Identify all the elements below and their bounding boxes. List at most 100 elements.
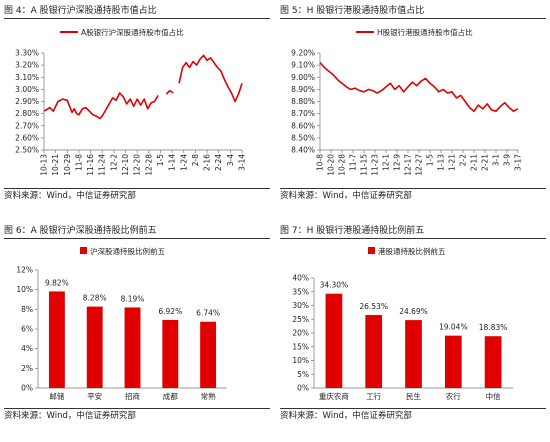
y-tick-label: 3.10% — [15, 73, 39, 82]
x-tick-label: 重庆农商 — [319, 391, 349, 401]
y-tick-label: 30% — [292, 301, 309, 310]
bar — [484, 336, 502, 388]
y-tick-label: 25% — [292, 315, 309, 324]
bar-value-label: 19.04% — [439, 323, 468, 332]
y-tick-label: 3.20% — [15, 61, 39, 70]
figure-5-source: 资料来源：Wind，中信证券研究部 — [280, 188, 546, 203]
y-tick-label: 8.50% — [291, 133, 315, 142]
x-tick-label: 2-11 — [470, 154, 479, 171]
x-tick-label: 11-23 — [371, 154, 380, 176]
legend-swatch — [368, 247, 375, 254]
figure-7-bar-chart: 港股通持股比例前五 40% 35% 30% 25% 20% 15% 10% 5% 0% 34.30%… — [292, 246, 513, 401]
bar-value-label: 34.30% — [320, 281, 349, 290]
x-tick-label: 3-17 — [514, 154, 523, 171]
figure-5-line-chart: H股银行港股通持股市值占比 9.20% 9.10% 9.00% 8.90% 8.80% 8.… — [291, 27, 523, 176]
x-tick-label: 12-10 — [121, 154, 130, 176]
figure-5-panel: 图 5：H 股银行港股通持股市值占比 H股银行港股通持股市值占比 9.20% 9.1… — [278, 2, 548, 222]
x-tick-label: 工行 — [366, 391, 381, 401]
x-tick-label: 招商 — [125, 391, 140, 401]
series-line — [165, 89, 174, 95]
bar — [86, 306, 103, 388]
figure-6-title: 图 6：A 股银行沪深股通持股比例前五 — [4, 224, 270, 239]
bar-value-label: 8.28% — [83, 294, 107, 303]
x-tick-label: 11-15 — [360, 154, 369, 176]
y-tick-label: 3.00% — [15, 85, 39, 94]
x-tick-label: 11-16 — [86, 154, 95, 176]
figure-4-title: 图 4：A 股银行沪深股通持股市值占比 — [4, 4, 270, 19]
figure-7-source: 资料来源：Wind，中信证券研究部 — [280, 408, 546, 423]
x-tick-label: 2-2 — [459, 154, 468, 166]
bar-value-label: 26.53% — [359, 302, 388, 311]
x-tick-label: 1-21 — [448, 154, 457, 171]
y-tick-label: 2.80% — [15, 109, 39, 118]
y-tick-label: 8.80% — [291, 97, 315, 106]
x-tick-label: 1-13 — [437, 154, 446, 171]
y-tick-label: 12% — [16, 266, 33, 275]
y-tick-label: 0% — [297, 384, 309, 393]
x-tick-label: 12-28 — [144, 154, 153, 176]
x-tick-label: 12-2 — [109, 154, 118, 171]
figure-5-title: 图 5：H 股银行港股通持股市值占比 — [280, 4, 546, 19]
y-tick-label: 8% — [21, 305, 33, 314]
x-tick-label: 2-24 — [214, 154, 223, 171]
x-tick-label: 邮储 — [49, 391, 64, 401]
bar — [162, 319, 179, 388]
x-tick-label: 11-7 — [349, 154, 358, 171]
x-tick-label: 1-5 — [426, 154, 435, 166]
x-tick-label: 12-20 — [133, 154, 142, 176]
x-tick-label: 12-1 — [382, 154, 391, 171]
x-tick-label: 10-21 — [51, 154, 60, 176]
x-tick-label: 3-1 — [492, 154, 501, 166]
x-tick-label: 2-8 — [191, 154, 200, 166]
y-tick-label: 20% — [292, 329, 309, 338]
x-tick-label: 11-8 — [74, 154, 83, 171]
bar-value-label: 6.74% — [196, 309, 220, 318]
y-tick-label: 2.50% — [15, 146, 39, 155]
y-tick-label: 10% — [16, 285, 33, 294]
x-tick-label: 2-21 — [481, 154, 490, 171]
x-tick-label: 11-24 — [98, 154, 107, 176]
y-tick-label: 8.60% — [291, 121, 315, 130]
figure-7-panel: 图 7：H 股银行港股通持股比例前五 港股通持股比例前五 40% 35% 30% 25%… — [278, 222, 548, 442]
x-tick-label: 10-20 — [327, 154, 336, 176]
legend-label: 沪深股通持股比例前五 — [90, 246, 165, 256]
y-tick-label: 8.70% — [291, 109, 315, 118]
x-tick-label: 10-13 — [40, 154, 49, 176]
figure-4-source: 资料来源：Wind，中信证券研究部 — [4, 188, 270, 203]
figure-7-title: 图 7：H 股银行港股通持股比例前五 — [280, 224, 546, 239]
x-tick-label: 1-24 — [179, 154, 188, 171]
bar-value-label: 6.92% — [158, 307, 182, 316]
y-tick-label: 2% — [21, 364, 33, 373]
bar-value-label: 8.19% — [121, 294, 145, 303]
y-tick-label: 9.10% — [291, 61, 315, 70]
legend-label: H股银行港股通持股市值占比 — [377, 27, 473, 37]
x-tick-label: 12-17 — [404, 154, 413, 176]
bar — [48, 291, 65, 388]
figure-4-line-chart: A股银行沪深股通持股市值占比 3.30% 3.20% 3.10% 3.00% 2.90% 2… — [15, 27, 247, 176]
series-line — [43, 92, 159, 120]
x-tick-label: 成都 — [163, 391, 178, 401]
x-tick-label: 12-9 — [393, 154, 402, 171]
x-tick-label: 3-14 — [238, 154, 247, 171]
x-tick-label: 10-29 — [63, 154, 72, 176]
y-tick-label: 35% — [292, 287, 309, 296]
bar-value-label: 9.82% — [45, 278, 69, 287]
x-tick-label: 10-8 — [316, 154, 325, 171]
bar — [405, 320, 422, 388]
figure-6-source: 资料来源：Wind，中信证券研究部 — [4, 408, 270, 423]
x-tick-label: 1-5 — [156, 154, 165, 166]
bar-value-label: 18.83% — [479, 323, 508, 332]
y-tick-label: 8.40% — [291, 146, 315, 155]
x-tick-label: 中信 — [486, 391, 501, 401]
bar — [325, 293, 343, 388]
x-tick-label: 平安 — [87, 391, 102, 401]
legend-label: A股银行沪深股通持股市值占比 — [81, 27, 184, 37]
bar — [444, 335, 462, 388]
y-tick-label: 6% — [21, 325, 33, 334]
bar — [124, 307, 141, 388]
x-tick-label: 民生 — [406, 391, 421, 401]
y-tick-label: 2.60% — [15, 133, 39, 142]
y-tick-label: 2.70% — [15, 121, 39, 130]
figure-4-panel: 图 4：A 股银行沪深股通持股市值占比 A股银行沪深股通持股市值占比 3.30% 3… — [2, 2, 272, 222]
bar — [200, 321, 217, 388]
